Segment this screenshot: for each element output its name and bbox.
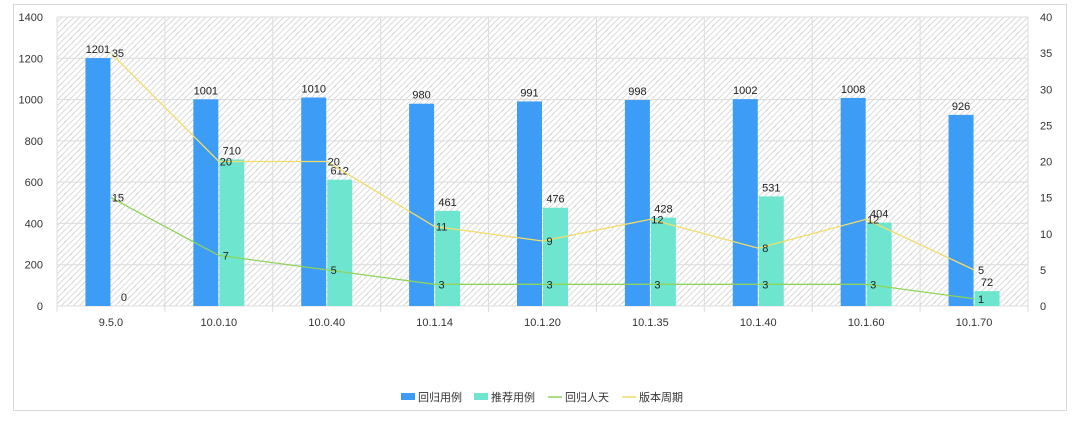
y-left-tick-label: 1000 xyxy=(19,95,43,107)
bar-data-label: 0 xyxy=(121,292,127,304)
y-right-tick-label: 10 xyxy=(1040,229,1052,241)
bar-data-label: 476 xyxy=(546,194,564,206)
y-left-tick-label: 600 xyxy=(25,177,43,189)
line-cycle-data-label: 9 xyxy=(546,236,552,248)
line-days-data-label: 7 xyxy=(223,250,229,262)
bar-regression xyxy=(85,58,111,306)
line-days-data-label: 5 xyxy=(331,265,337,277)
line-cycle-data-label: 12 xyxy=(867,214,879,226)
bar-data-label: 72 xyxy=(981,277,993,289)
x-tick-label: 9.5.0 xyxy=(99,317,123,329)
bar-data-label: 710 xyxy=(223,145,241,157)
bar-data-label: 461 xyxy=(438,197,456,209)
line-cycle-data-label: 20 xyxy=(220,157,232,169)
y-right-tick-label: 5 xyxy=(1040,265,1046,277)
bar-recommended xyxy=(327,179,353,306)
chart-frame: 0 200 400 600 800 1000 1200 1400 0 5 10 15 20 25 30 35 4… xyxy=(13,4,1067,411)
line-days-data-label: 3 xyxy=(439,279,445,291)
line-cycle-data-label: 5 xyxy=(978,265,984,277)
bar-data-label: 404 xyxy=(870,209,888,221)
bar-recommended xyxy=(650,217,676,306)
y-right-tick-label: 30 xyxy=(1040,84,1052,96)
bar-data-label: 428 xyxy=(654,204,672,216)
line-days-data-label: 3 xyxy=(762,279,768,291)
bar-recommended xyxy=(543,207,568,306)
bar-data-label: 991 xyxy=(520,87,538,99)
bar-regression xyxy=(517,101,542,306)
chart-svg: 0200400600800100012001400051015202530354… xyxy=(19,12,1053,404)
bar-regression xyxy=(948,114,974,307)
line-regression-days xyxy=(110,197,975,300)
x-tick-label: 10.1.20 xyxy=(524,317,561,329)
x-tick-label: 10.1.70 xyxy=(956,317,993,329)
line-cycle-data-label: 8 xyxy=(762,243,768,255)
bar-data-label: 612 xyxy=(331,166,349,178)
legend-recommended-cases: 推荐用例 xyxy=(491,390,535,404)
line-cycle-data-label: 11 xyxy=(436,222,447,234)
bar-recommended xyxy=(974,291,1000,306)
bar-recommended xyxy=(758,196,784,306)
y-right-tick-label: 15 xyxy=(1040,193,1052,205)
line-days-data-label: 1 xyxy=(978,294,984,306)
bar-data-label: 980 xyxy=(412,90,430,102)
bar-data-label: 1008 xyxy=(841,84,865,96)
legend-regression-cases-swatch xyxy=(401,393,415,400)
y-left-tick-label: 1400 xyxy=(19,12,43,24)
legend-recommended-cases-swatch xyxy=(474,393,488,400)
line-cycle-data-label: 12 xyxy=(651,214,663,226)
y-left-tick-label: 0 xyxy=(37,301,43,313)
bar-data-label: 926 xyxy=(952,101,970,113)
bar-recommended xyxy=(219,159,245,306)
legend-regression-cases: 回归用例 xyxy=(418,390,462,404)
legend-regression-days: 回归人天 xyxy=(565,390,609,404)
line-cycle-data-label: 20 xyxy=(328,157,340,169)
x-tick-label: 10.0.10 xyxy=(200,317,237,329)
y-left-tick-label: 800 xyxy=(25,136,43,148)
x-tick-label: 10.1.60 xyxy=(848,317,885,329)
x-tick-label: 10.0.40 xyxy=(308,317,345,329)
bar-data-label: 1010 xyxy=(301,84,325,96)
y-left-tick-label: 200 xyxy=(25,260,43,272)
bar-data-label: 1001 xyxy=(194,85,218,97)
bar-regression xyxy=(624,99,650,306)
x-tick-label: 10.1.40 xyxy=(740,317,777,329)
bar-regression xyxy=(409,103,435,306)
line-days-data-label: 15 xyxy=(112,193,124,205)
bar-regression xyxy=(732,99,758,306)
line-days-data-label: 3 xyxy=(870,279,876,291)
y-right-tick-label: 35 xyxy=(1040,48,1052,60)
y-left-tick-label: 400 xyxy=(25,218,43,230)
x-tick-label: 10.1.35 xyxy=(632,317,669,329)
legend-release-cycle: 版本周期 xyxy=(639,390,683,404)
y-left-tick-label: 1200 xyxy=(19,53,43,65)
y-right-tick-label: 40 xyxy=(1040,12,1052,24)
x-tick-label: 10.1.14 xyxy=(416,317,453,329)
bar-data-label: 1002 xyxy=(733,85,757,97)
bar-regression xyxy=(193,99,219,307)
y-right-tick-label: 25 xyxy=(1040,120,1052,132)
bar-regression xyxy=(301,97,327,306)
bar-data-label: 998 xyxy=(628,86,646,98)
y-right-tick-label: 0 xyxy=(1040,301,1046,313)
line-release-cycle xyxy=(110,52,975,271)
y-right-tick-label: 20 xyxy=(1040,157,1052,169)
bar-regression xyxy=(840,97,866,306)
bar-data-label: 1201 xyxy=(86,44,110,56)
bar-recommended xyxy=(866,222,892,306)
line-cycle-data-label: 35 xyxy=(112,48,124,60)
line-days-data-label: 3 xyxy=(654,279,660,291)
bar-data-label: 531 xyxy=(762,182,780,194)
line-days-data-label: 3 xyxy=(546,279,552,291)
